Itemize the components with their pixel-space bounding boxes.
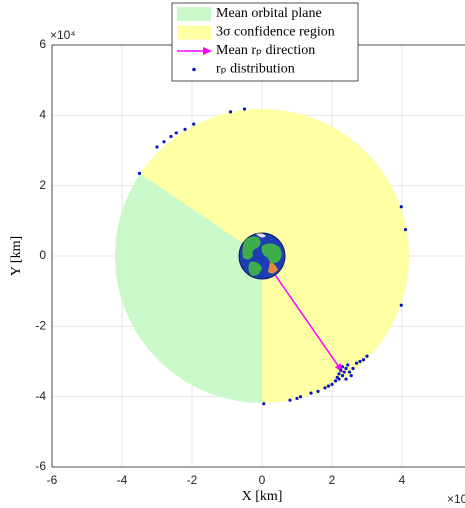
- point: [404, 228, 407, 231]
- point: [355, 362, 358, 365]
- legend-swatch: [177, 26, 211, 40]
- point: [400, 304, 403, 307]
- x-tick-label: 0: [259, 473, 266, 487]
- point: [336, 376, 339, 379]
- legend: Mean orbital plane 3σ confidence region Me…: [172, 3, 358, 81]
- point: [229, 110, 232, 113]
- point: [350, 374, 353, 377]
- point: [138, 172, 141, 175]
- point: [155, 145, 158, 148]
- point: [339, 369, 342, 372]
- point: [344, 377, 347, 380]
- point: [365, 355, 368, 358]
- y-tick-label: 6: [39, 37, 46, 51]
- y-axis-label: Y [km]: [9, 236, 24, 276]
- point: [192, 123, 195, 126]
- x-exponent: ×10⁴: [447, 492, 465, 506]
- x-tick-label: -2: [187, 473, 198, 487]
- point: [295, 397, 298, 400]
- y-tick-label: -4: [35, 389, 46, 403]
- point: [169, 135, 172, 138]
- y-tick-label: -6: [35, 459, 46, 473]
- y-tick-label: 0: [39, 248, 46, 262]
- point: [343, 370, 346, 373]
- x-axis-label: X [km]: [242, 489, 283, 504]
- legend-label: 3σ confidence region: [216, 25, 335, 40]
- legend-label: rₚ distribution: [216, 62, 295, 77]
- point: [175, 131, 178, 134]
- x-tick-label: 2: [329, 473, 336, 487]
- point: [323, 386, 326, 389]
- point: [346, 363, 349, 366]
- y-exponent: ×10⁴: [50, 28, 76, 42]
- x-tick-label: -4: [117, 473, 128, 487]
- point: [309, 392, 312, 395]
- legend-swatch: [177, 7, 211, 21]
- point: [262, 402, 265, 405]
- point: [337, 372, 340, 375]
- legend-label: Mean orbital plane: [216, 6, 322, 21]
- point: [299, 395, 302, 398]
- earth-icon: [239, 233, 285, 279]
- point: [183, 128, 186, 131]
- x-tick-label: 4: [399, 473, 406, 487]
- y-tick-label: 4: [39, 108, 46, 122]
- x-tick-label: -6: [47, 473, 58, 487]
- legend-swatch: [192, 68, 196, 72]
- point: [341, 374, 344, 377]
- y-tick-label: 2: [39, 178, 46, 192]
- point: [334, 379, 337, 382]
- point: [400, 205, 403, 208]
- point: [330, 383, 333, 386]
- point: [288, 399, 291, 402]
- point: [327, 385, 330, 388]
- point: [162, 140, 165, 143]
- point: [358, 360, 361, 363]
- legend-label: Mean rₚ direction: [216, 43, 315, 58]
- y-tick-label: -2: [35, 319, 46, 333]
- point: [351, 367, 354, 370]
- chart: Y [km] X [km] ×10⁴ ×10⁴ -6 -4 -2 0 2 4 6 -6 -4 -2…: [0, 0, 465, 508]
- point: [362, 358, 365, 361]
- point: [348, 370, 351, 373]
- point: [316, 390, 319, 393]
- point: [243, 107, 246, 110]
- point: [341, 365, 344, 368]
- point: [344, 367, 347, 370]
